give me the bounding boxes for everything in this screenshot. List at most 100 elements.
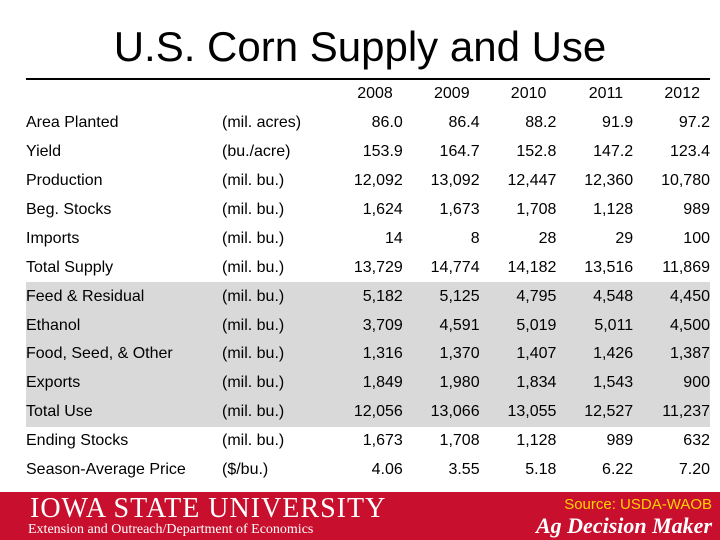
source-note: Source: USDA-WAOB xyxy=(564,496,712,513)
row-label: Production xyxy=(26,172,103,190)
cell-value: 147.2 xyxy=(593,143,634,161)
table-row: Food, Seed, & Other (mil. bu.) 1,316 1,370 1… xyxy=(26,340,710,369)
cell-value: 1,128 xyxy=(516,432,557,450)
cell-value: 1,708 xyxy=(439,432,480,450)
university-wordmark: Iowa State University xyxy=(30,493,387,524)
header-blank-unit xyxy=(222,80,326,109)
cell-value: 4,591 xyxy=(402,311,480,341)
row-label: Beg. Stocks xyxy=(26,201,112,218)
cell-value: 28 xyxy=(538,229,557,247)
cell-value: 4,795 xyxy=(479,282,557,312)
cell-value: 1,673 xyxy=(362,432,403,450)
cell-value: 632 xyxy=(683,432,710,450)
brand-logo: Ag Decision Maker xyxy=(536,513,712,538)
row-label: Season-Average Price xyxy=(26,461,186,479)
row-unit: (mil. acres) xyxy=(222,114,302,132)
row-unit: (mil. bu.) xyxy=(222,311,326,341)
row-label: Area Planted xyxy=(26,114,119,132)
cell-value: 5.18 xyxy=(525,461,557,479)
cell-value: 3.55 xyxy=(448,461,480,479)
cell-value: 4,500 xyxy=(633,311,710,341)
cell-value: 989 xyxy=(683,201,710,218)
row-label: Ethanol xyxy=(26,311,222,341)
cell-value: 7.20 xyxy=(678,461,710,479)
cell-value: 5,019 xyxy=(479,311,557,341)
cell-value: 164.7 xyxy=(439,143,480,161)
table-header-row: 2008 2009 2010 2011 2012 xyxy=(26,80,710,109)
row-unit: (mil. bu.) xyxy=(222,172,285,190)
row-unit: ($/bu.) xyxy=(222,461,269,479)
cell-value: 1,407 xyxy=(479,340,557,369)
cell-value: 1,834 xyxy=(479,368,557,398)
page-title: U.S. Corn Supply and Use xyxy=(113,23,607,70)
header-year: 2012 xyxy=(664,85,700,103)
table-row: Ending Stocks (mil. bu.) 1,673 1,708 1,128 98… xyxy=(26,427,710,456)
cell-value: 3,709 xyxy=(326,311,403,341)
row-unit: (mil. bu.) xyxy=(222,432,285,450)
cell-value: 29 xyxy=(615,229,634,247)
cell-value: 152.8 xyxy=(516,143,557,161)
cell-value: 1,128 xyxy=(593,201,634,218)
cell-value: 900 xyxy=(633,368,710,398)
row-unit: (mil. bu.) xyxy=(222,282,326,312)
cell-value: 5,182 xyxy=(326,282,403,312)
cell-value: 4,548 xyxy=(556,282,634,312)
department-line: Extension and Outreach/Department of Eco… xyxy=(28,522,314,537)
cell-value: 1,708 xyxy=(516,201,557,218)
cell-value: 1,316 xyxy=(326,340,403,369)
cell-value: 12,360 xyxy=(584,172,634,190)
row-unit: (mil. bu.) xyxy=(222,201,285,218)
row-label: Food, Seed, & Other xyxy=(26,340,222,369)
cell-value: 13,055 xyxy=(479,397,557,427)
cell-value: 13,729 xyxy=(353,258,403,276)
cell-value: 1,370 xyxy=(402,340,480,369)
cell-value: 1,849 xyxy=(326,368,403,398)
table-row: Total Use (mil. bu.) 12,056 13,066 13,055 12,… xyxy=(26,397,710,427)
cell-value: 12,056 xyxy=(326,397,403,427)
cell-value: 5,125 xyxy=(402,282,480,312)
table-row: Ethanol (mil. bu.) 3,709 4,591 5,019 5,011 4,5… xyxy=(26,311,710,341)
header-year: 2010 xyxy=(510,85,547,103)
cell-value: 10,780 xyxy=(661,172,710,190)
table-row: Exports (mil. bu.) 1,849 1,980 1,834 1,543 900 xyxy=(26,368,710,398)
table-top-rule xyxy=(26,78,710,80)
cell-value: 12,092 xyxy=(353,172,403,190)
table-row: Imports (mil. bu.) 14 8 28 29 100 xyxy=(26,224,710,253)
header-year: 2011 xyxy=(588,85,624,103)
row-label: Exports xyxy=(26,368,222,398)
footer-bar xyxy=(0,492,720,540)
cell-value: 1,980 xyxy=(402,368,480,398)
table-row: Production (mil. bu.) 12,092 13,092 12,447 12… xyxy=(26,167,710,196)
row-label: Feed & Residual xyxy=(26,282,222,312)
cell-value: 97.2 xyxy=(678,114,710,132)
cell-value: 100 xyxy=(683,229,710,247)
cell-value: 8 xyxy=(470,229,480,247)
supply-use-table: 2008 2009 2010 2011 2012 Area Planted (mi… xyxy=(26,80,710,484)
cell-value: 13,516 xyxy=(584,258,634,276)
row-label: Total Use xyxy=(26,397,222,427)
table-row: Feed & Residual (mil. bu.) 5,182 5,125 4,795… xyxy=(26,282,710,312)
cell-value: 1,624 xyxy=(362,201,403,218)
header-year: 2008 xyxy=(357,85,393,103)
row-label: Imports xyxy=(26,229,80,247)
cell-value: 123.4 xyxy=(669,143,710,161)
cell-value: 13,066 xyxy=(402,397,480,427)
table-row: Yield (bu./acre) 153.9 164.7 152.8 147.2 123.4 xyxy=(26,138,710,167)
cell-value: 6.22 xyxy=(602,461,634,479)
header-blank-label xyxy=(26,80,222,109)
cell-value: 1,387 xyxy=(633,340,710,369)
row-label: Total Supply xyxy=(26,258,114,276)
cell-value: 91.9 xyxy=(602,114,634,132)
cell-value: 86.4 xyxy=(448,114,480,132)
cell-value: 86.0 xyxy=(371,114,403,132)
cell-value: 1,426 xyxy=(556,340,634,369)
table-row: Area Planted (mil. acres) 86.0 86.4 88.2 91.9… xyxy=(26,109,710,138)
cell-value: 4.06 xyxy=(371,461,403,479)
cell-value: 153.9 xyxy=(362,143,403,161)
cell-value: 14,182 xyxy=(507,258,557,276)
row-unit: (bu./acre) xyxy=(222,143,291,161)
cell-value: 989 xyxy=(606,432,634,450)
row-unit: (mil. bu.) xyxy=(222,368,326,398)
header-year: 2009 xyxy=(434,85,470,103)
cell-value: 11,237 xyxy=(633,397,710,427)
